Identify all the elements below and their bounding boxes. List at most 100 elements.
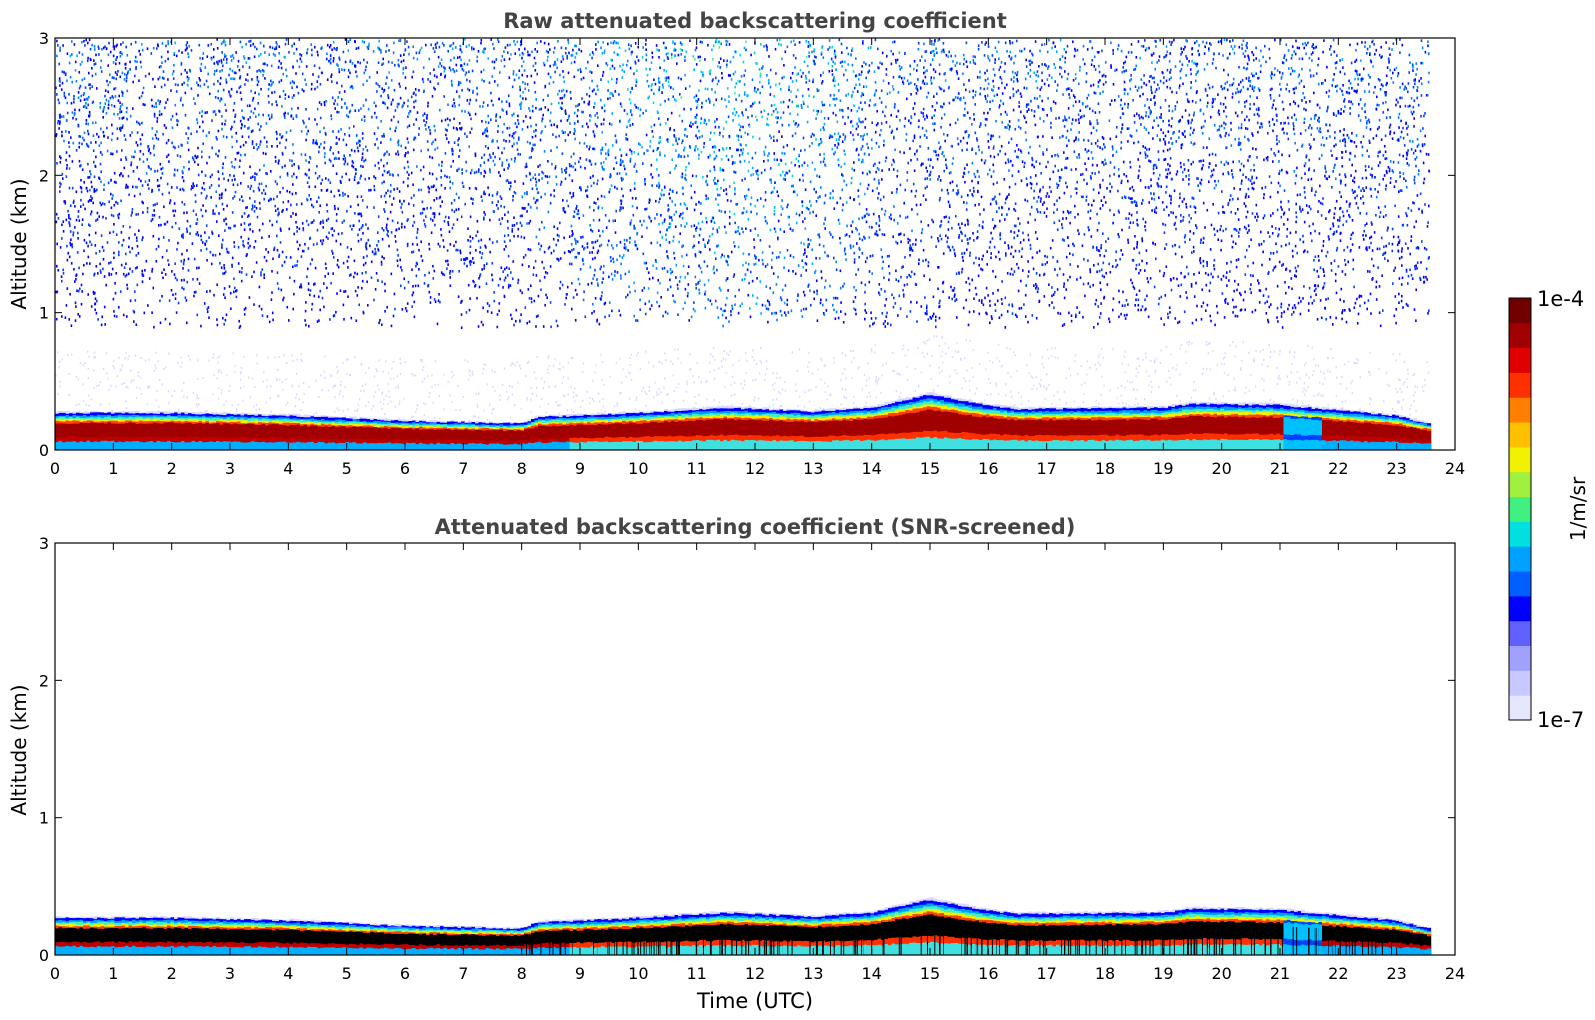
noise-point [404, 307, 407, 310]
noise-point [1118, 235, 1120, 239]
noise-point [590, 281, 593, 285]
noise-point [1207, 83, 1210, 87]
noise-point [400, 284, 402, 288]
noise-point [675, 139, 677, 143]
noise-point [1008, 193, 1010, 196]
noise-point [1145, 128, 1147, 131]
noise-point [361, 132, 364, 135]
noise-point [571, 234, 573, 237]
noise-point [646, 79, 649, 83]
noise-point [223, 267, 226, 270]
noise-point [643, 152, 645, 155]
noise-point [1398, 239, 1401, 242]
noise-point [669, 188, 671, 191]
noise-point [1254, 308, 1257, 312]
noise-point [172, 293, 174, 297]
noise-point [1276, 69, 1279, 72]
noise-point [377, 146, 379, 150]
noise-point [79, 63, 82, 66]
noise-point [739, 128, 741, 132]
noise-point [305, 323, 307, 327]
noise-point [74, 60, 77, 64]
noise-point [558, 101, 560, 105]
noise-point [725, 43, 728, 46]
noise-point [1056, 288, 1059, 291]
noise-point [481, 268, 483, 271]
noise-point [438, 212, 441, 216]
noise-point [727, 289, 729, 292]
noise-point [1353, 89, 1356, 93]
noise-point [521, 56, 523, 60]
noise-point [443, 44, 445, 47]
noise-point [742, 113, 744, 117]
noise-point [940, 126, 942, 129]
noise-point [1182, 82, 1184, 86]
noise-point [1094, 172, 1096, 175]
noise-point [1093, 55, 1096, 59]
noise-point [943, 50, 945, 54]
noise-point [966, 141, 968, 145]
noise-point [228, 90, 230, 93]
noise-point [755, 90, 758, 94]
noise-point [684, 203, 687, 207]
noise-point [530, 156, 532, 159]
noise-point [1342, 214, 1345, 218]
noise-point [1039, 211, 1042, 214]
noise-point [973, 172, 976, 176]
noise-point [1315, 190, 1317, 194]
noise-point [861, 145, 864, 148]
noise-point [709, 99, 711, 102]
noise-point [80, 190, 83, 194]
noise-point [1165, 45, 1168, 48]
noise-point [1317, 57, 1320, 60]
noise-point [1136, 211, 1138, 214]
noise-point [817, 89, 820, 92]
noise-point [1405, 302, 1408, 306]
noise-point [465, 71, 468, 75]
noise-point [609, 188, 611, 191]
noise-point [754, 151, 757, 155]
noise-point [1162, 274, 1165, 278]
noise-point [230, 55, 232, 58]
noise-point [1154, 210, 1156, 214]
noise-point [357, 181, 360, 184]
noise-point [533, 299, 536, 303]
noise-point [1319, 127, 1321, 130]
noise-point [321, 296, 324, 300]
noise-point [217, 154, 219, 158]
noise-point [469, 98, 471, 102]
noise-point [1000, 77, 1003, 81]
noise-point [397, 264, 399, 268]
noise-point [660, 194, 663, 197]
noise-point [1115, 250, 1117, 254]
noise-point [495, 113, 498, 116]
noise-point [504, 267, 506, 271]
noise-point [933, 95, 935, 98]
noise-point [913, 67, 915, 71]
noise-point [549, 48, 551, 51]
noise-point [245, 78, 247, 81]
noise-point [535, 235, 538, 239]
noise-point [780, 116, 782, 120]
noise-point [111, 152, 114, 156]
noise-point [440, 58, 443, 61]
noise-point [1210, 115, 1212, 119]
noise-point [254, 178, 256, 181]
noise-point [291, 175, 293, 178]
noise-point [654, 217, 656, 220]
noise-point [1288, 286, 1290, 289]
noise-point [297, 165, 300, 168]
noise-point [136, 120, 138, 124]
noise-point [1179, 69, 1182, 73]
noise-point [674, 203, 677, 207]
noise-point [565, 112, 567, 115]
noise-point [1392, 170, 1395, 174]
noise-point [365, 245, 367, 249]
noise-point [281, 264, 284, 267]
noise-point [1258, 89, 1261, 92]
noise-point [469, 131, 471, 134]
noise-point [96, 211, 99, 215]
noise-point [151, 311, 153, 314]
noise-point [577, 68, 579, 72]
noise-point [1211, 101, 1214, 105]
